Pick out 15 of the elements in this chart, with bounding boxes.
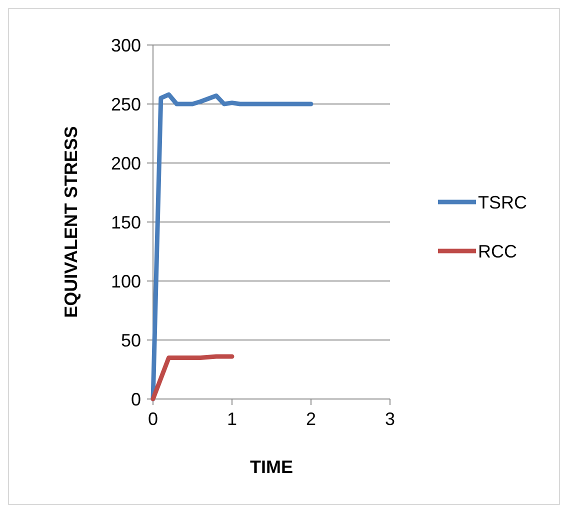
y-axis-title: EQUIVALENT STRESS bbox=[61, 126, 81, 318]
y-tick-label: 50 bbox=[120, 330, 141, 350]
y-tick-label: 150 bbox=[110, 212, 141, 232]
y-tick-label: 100 bbox=[110, 271, 141, 292]
legend-label: TSRC bbox=[478, 192, 527, 212]
y-tick-label: 250 bbox=[110, 94, 141, 114]
y-tick-label: 200 bbox=[110, 153, 141, 174]
x-axis-title: TIME bbox=[250, 457, 293, 477]
y-tick-label: 0 bbox=[130, 389, 141, 410]
x-tick-label: 3 bbox=[384, 409, 396, 429]
x-tick-label: 1 bbox=[226, 409, 238, 429]
x-tick-label: 0 bbox=[148, 409, 158, 429]
y-tick-label: 300 bbox=[110, 35, 141, 56]
x-tick-label: 2 bbox=[306, 409, 316, 429]
legend-label: RCC bbox=[478, 241, 517, 262]
